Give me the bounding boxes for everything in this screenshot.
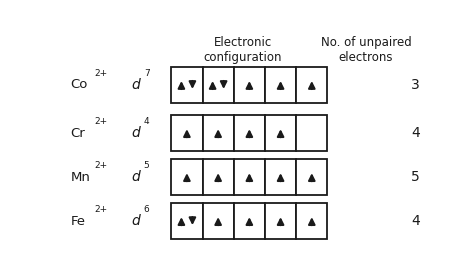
Text: d: d [131,214,140,228]
Bar [171,203,202,239]
Bar [296,115,328,152]
Bar [171,159,202,196]
Text: 5: 5 [144,161,149,170]
Text: 7: 7 [144,69,149,78]
Text: d: d [131,126,140,140]
Bar [296,203,328,239]
Text: Mn: Mn [70,171,90,184]
Text: 4: 4 [144,117,149,126]
Bar [202,67,234,103]
Bar [296,159,328,196]
Bar [265,115,296,152]
Bar [171,67,202,103]
Text: 5: 5 [411,170,420,184]
Bar [171,115,202,152]
Text: d: d [131,78,140,92]
Text: No. of unpaired
electrons: No. of unpaired electrons [320,36,411,64]
Text: Co: Co [70,79,88,91]
Bar [202,159,234,196]
Bar [202,115,234,152]
Text: 2+: 2+ [94,205,107,214]
Text: 2+: 2+ [94,117,107,126]
Bar [202,203,234,239]
Text: Fe: Fe [70,215,85,228]
Bar [234,203,265,239]
Text: 2+: 2+ [94,161,107,170]
Bar [234,115,265,152]
Bar [265,203,296,239]
Bar [265,67,296,103]
Text: Cr: Cr [70,127,85,140]
Text: Electronic
configuration: Electronic configuration [204,36,282,64]
Bar [265,159,296,196]
Text: 6: 6 [144,205,149,214]
Bar [234,67,265,103]
Text: 4: 4 [411,214,420,228]
Text: d: d [131,170,140,184]
Bar [234,159,265,196]
Text: 2+: 2+ [94,69,107,78]
Text: 3: 3 [411,78,420,92]
Bar [296,67,328,103]
Text: 4: 4 [411,126,420,140]
